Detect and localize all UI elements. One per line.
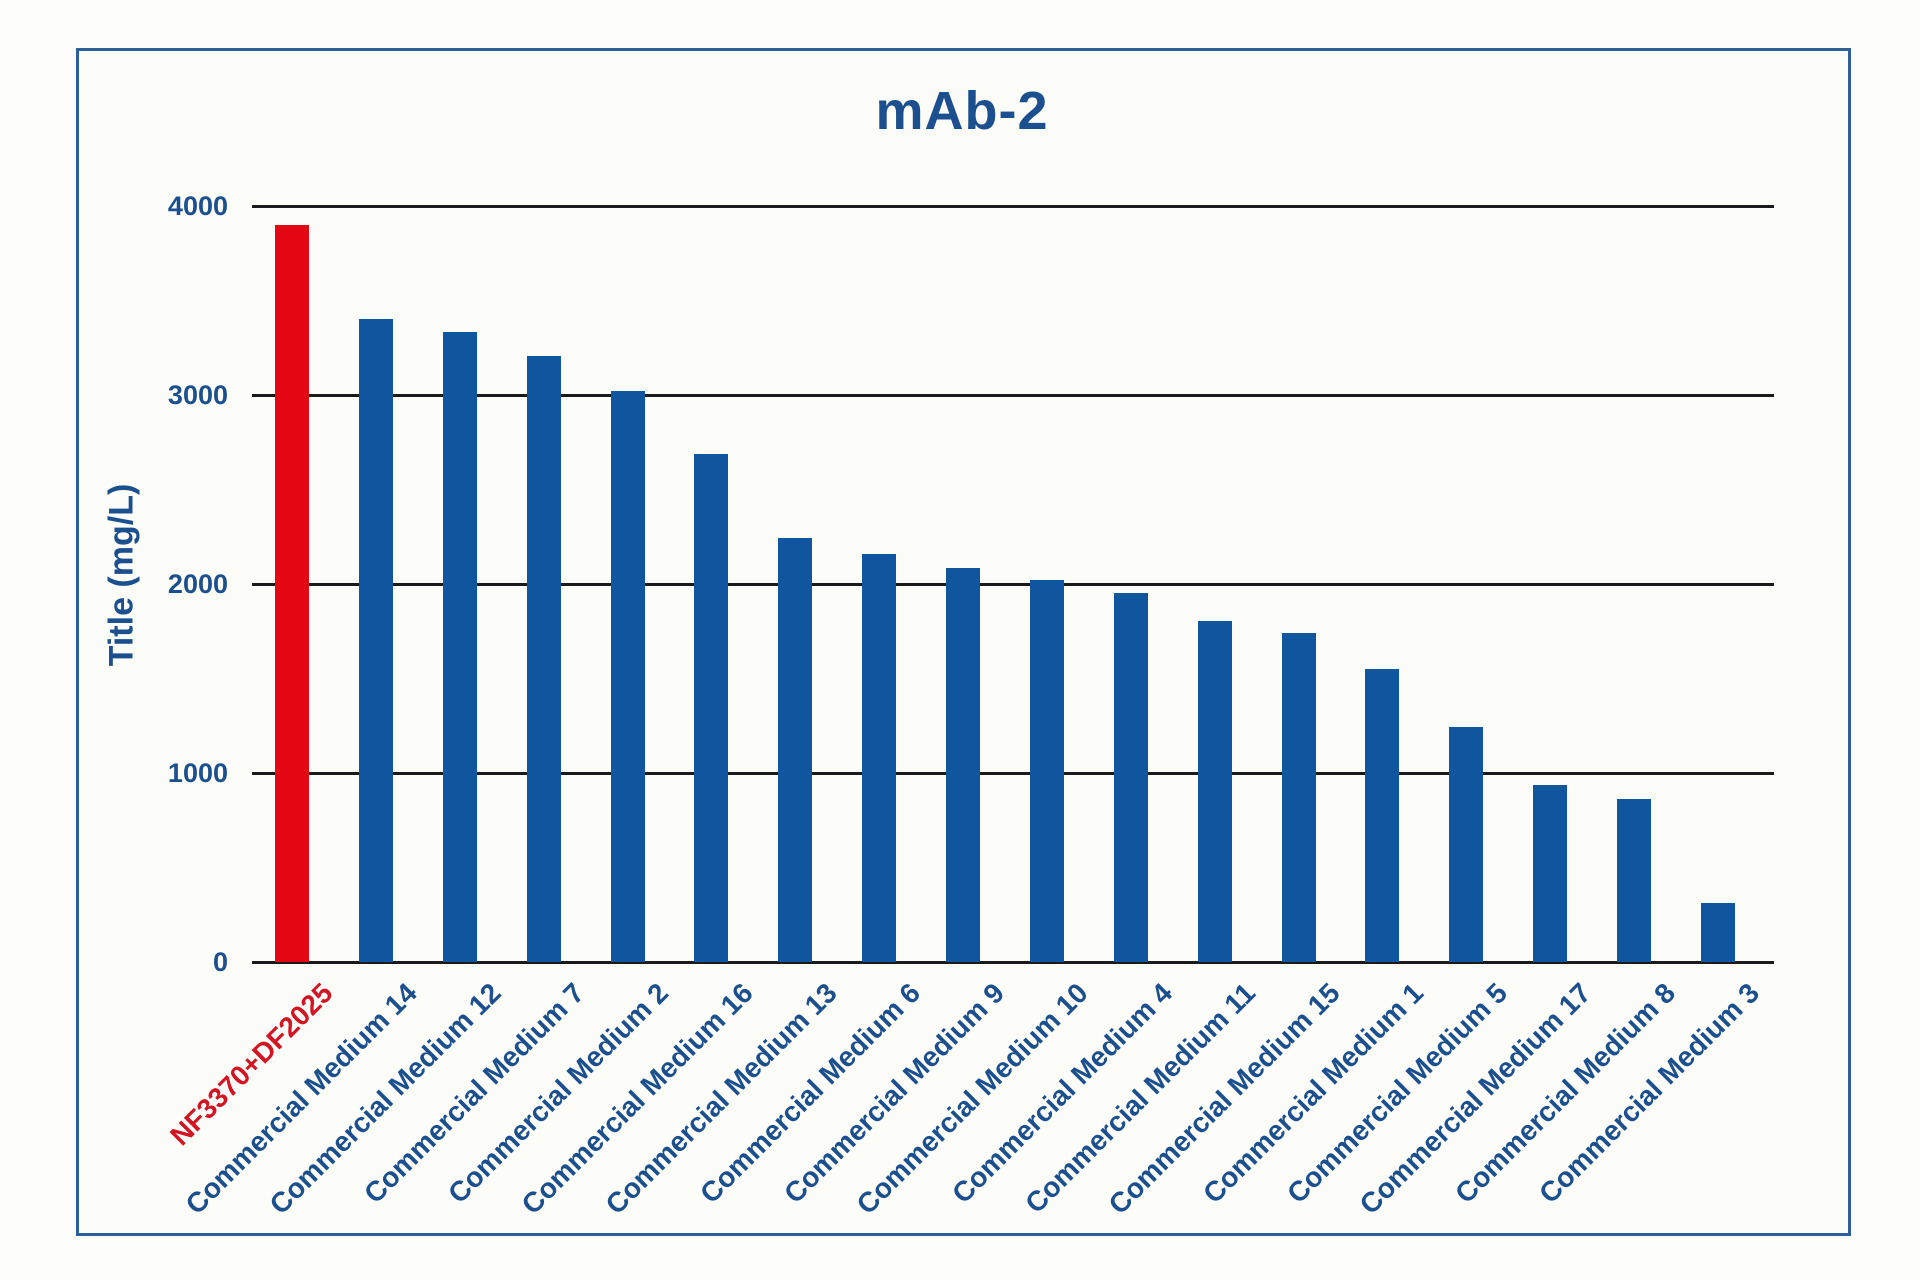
bar-commercial-medium-6 — [862, 553, 897, 962]
y-tick-label-4000: 4000 — [167, 191, 228, 221]
bar-commercial-medium-1 — [1365, 669, 1400, 962]
bar-commercial-medium-11 — [1197, 620, 1232, 962]
y-tick-label-2000: 2000 — [167, 569, 228, 599]
bar-commercial-medium-4 — [1113, 592, 1148, 962]
bar-commercial-medium-13 — [778, 537, 813, 962]
gridline-0 — [252, 960, 1774, 964]
bar-commercial-medium-17 — [1533, 785, 1568, 962]
bar-commercial-medium-16 — [694, 453, 729, 962]
bar-commercial-medium-5 — [1449, 726, 1484, 962]
chart-title: mAb-2 — [875, 81, 1049, 141]
y-tick-label-3000: 3000 — [167, 380, 228, 410]
y-tick-label-1000: 1000 — [167, 758, 228, 788]
bar-commercial-medium-10 — [1029, 580, 1064, 962]
gridline-2000 — [252, 582, 1774, 586]
gridline-3000 — [252, 393, 1774, 397]
gridline-4000 — [252, 204, 1774, 208]
bar-commercial-medium-12 — [442, 331, 477, 962]
bar-commercial-medium-3 — [1701, 903, 1735, 962]
gridline-1000 — [252, 771, 1774, 775]
bar-commercial-medium-14 — [358, 319, 393, 962]
bar-commercial-medium-8 — [1617, 798, 1652, 962]
bar-commercial-medium-7 — [526, 356, 561, 962]
y-tick-label-0: 0 — [212, 947, 228, 977]
bar-commercial-medium-15 — [1281, 633, 1316, 962]
bar-commercial-medium-2 — [610, 391, 645, 962]
bar-commercial-medium-9 — [946, 567, 981, 962]
bar-nf3370-df2025 — [275, 224, 309, 962]
